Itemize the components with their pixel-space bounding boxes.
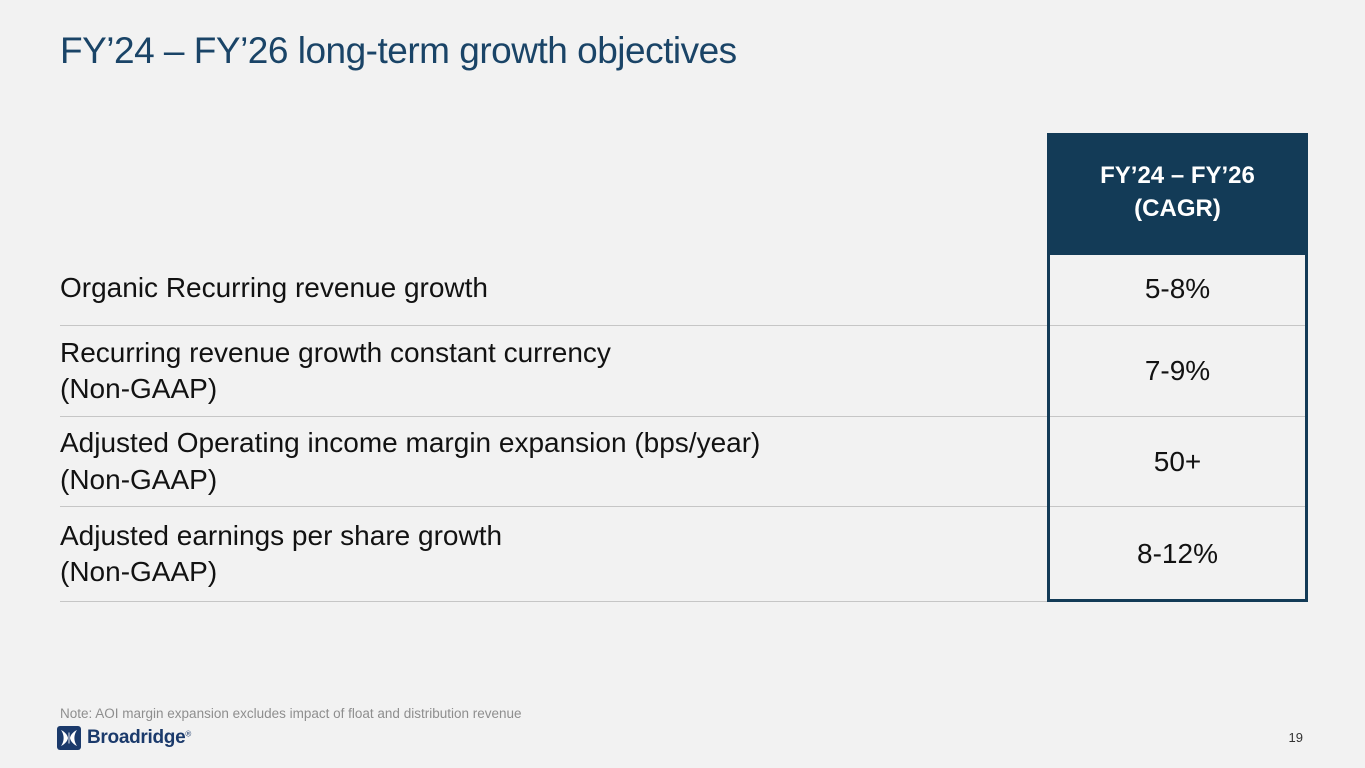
row-value: 5-8% [1144, 272, 1211, 304]
growth-objectives-table: FY’24 – FY’26 (CAGR) Organic Recurring r… [60, 133, 1308, 602]
broadridge-butterfly-icon [57, 726, 81, 750]
page-number: 19 [1288, 730, 1303, 745]
table-row: Organic Recurring revenue growth 5-8% [60, 252, 1308, 326]
page-title: FY’24 – FY’26 long-term growth objective… [60, 30, 737, 71]
table-rows: Organic Recurring revenue growth 5-8% Re… [60, 252, 1308, 602]
footnote: Note: AOI margin expansion excludes impa… [60, 706, 522, 721]
row-label: Adjusted Operating income margin expansi… [60, 427, 761, 495]
row-value: 8-12% [1137, 538, 1218, 569]
table-row: Adjusted Operating income margin expansi… [60, 417, 1308, 507]
table-row: Adjusted earnings per share growth (Non-… [60, 507, 1308, 602]
logo-wordmark: Broadridge [87, 727, 186, 748]
table-column-header: FY’24 – FY’26 (CAGR) [1047, 133, 1308, 252]
row-label: Recurring revenue growth constant curren… [60, 336, 611, 404]
row-value: 50+ [1153, 445, 1202, 477]
registered-trademark-symbol: ® [185, 729, 192, 739]
row-label: Adjusted earnings per share growth (Non-… [60, 519, 503, 587]
row-label: Organic Recurring revenue growth [60, 272, 488, 304]
broadridge-logo: Broadridge® [57, 726, 191, 750]
row-value: 7-9% [1144, 355, 1211, 386]
table-row: Recurring revenue growth constant curren… [60, 326, 1308, 417]
